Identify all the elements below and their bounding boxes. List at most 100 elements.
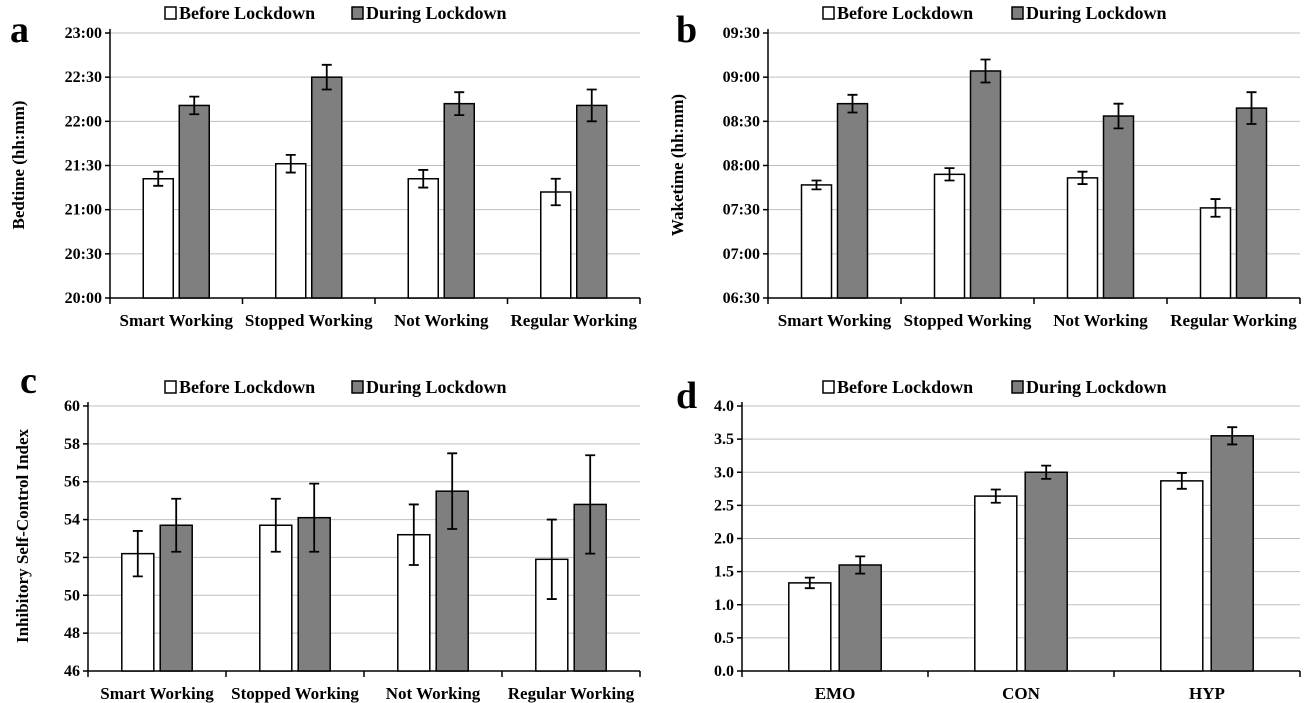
panel-label: d (676, 375, 697, 417)
error-bar (586, 88, 597, 123)
error-bar (1176, 472, 1187, 490)
legend-swatch-before (164, 6, 177, 20)
error-bar (1041, 464, 1052, 480)
legend-swatch-before (822, 6, 835, 20)
category-label: Regular Working (511, 311, 638, 330)
error-bar (944, 167, 955, 182)
category-label: EMO (815, 684, 856, 703)
during-bar (1102, 115, 1135, 299)
y-tick-label: 21:00 (65, 202, 102, 219)
y-tick-label: 54 (64, 512, 80, 529)
error-bar (1246, 91, 1257, 125)
before-bar (142, 178, 174, 299)
category-label: Stopped Working (245, 311, 373, 330)
error-bar (454, 91, 465, 117)
before-bar (1160, 480, 1204, 672)
legend-swatch-before (822, 380, 835, 394)
panel-b: 06:30 07:00 07:30 08:00 08:30 09:00 09:30 Smart… (668, 3, 1301, 330)
error-bar (153, 170, 164, 187)
error-bar (408, 503, 419, 566)
category-label: Regular Working (508, 684, 635, 703)
y-tick-label: 3.5 (714, 431, 734, 448)
y-tick-label: 21:30 (65, 158, 102, 175)
error-bar (1077, 170, 1088, 185)
during-bar (836, 102, 869, 299)
category-label: Smart Working (100, 684, 214, 703)
y-tick-label: 20:00 (65, 290, 102, 307)
error-bar (804, 576, 815, 590)
during-bar (838, 564, 882, 672)
y-tick-label: 22:30 (65, 69, 102, 86)
error-bar (585, 454, 596, 555)
error-bar (270, 497, 281, 553)
legend-before-label: Before Lockdown (837, 3, 973, 23)
before-bar (121, 552, 155, 672)
legend-during-label: During Lockdown (1026, 377, 1167, 397)
y-axis-label: Inhibitory Self-Control Index (13, 428, 32, 643)
before-bar (788, 582, 832, 672)
panel-label: a (10, 9, 29, 51)
legend-before-label: Before Lockdown (179, 3, 315, 23)
legend-before-label: Before Lockdown (179, 377, 315, 397)
legend-during-label: During Lockdown (366, 3, 507, 23)
y-axis-label: Waketime (hh:mm) (668, 94, 687, 236)
category-label: CON (1002, 684, 1041, 703)
legend-swatch-during (1011, 380, 1024, 394)
error-bar (990, 488, 1001, 504)
y-tick-label: 07:00 (723, 246, 760, 263)
y-tick-label: 1.0 (714, 597, 734, 614)
before-bar (407, 178, 439, 299)
error-bar (1210, 198, 1221, 218)
y-tick-label: 08:00 (723, 158, 760, 175)
y-tick-label: 46 (64, 663, 80, 680)
panel-label: b (676, 9, 697, 51)
legend-swatch-before (164, 380, 177, 394)
error-bar (418, 169, 429, 189)
y-tick-label: 2.0 (714, 531, 734, 548)
y-tick-label: 0.5 (714, 630, 734, 647)
error-bar (447, 452, 458, 530)
legend-swatch-during (1011, 6, 1024, 20)
y-tick-label: 0.0 (714, 663, 734, 680)
y-tick-label: 2.5 (714, 497, 734, 514)
error-bar (546, 518, 557, 600)
y-tick-label: 09:00 (723, 69, 760, 86)
error-bar (132, 530, 143, 578)
y-tick-label: 4.0 (714, 398, 734, 415)
during-bar (969, 70, 1002, 299)
y-tick-label: 06:30 (723, 290, 760, 307)
during-bar (576, 104, 608, 299)
before-bar (540, 191, 572, 299)
y-tick-label: 08:30 (723, 113, 760, 130)
category-label: Stopped Working (231, 684, 359, 703)
panel-label: c (20, 360, 37, 402)
y-tick-label: 1.5 (714, 564, 734, 581)
category-label: Not Working (394, 311, 489, 330)
before-bar (800, 184, 833, 299)
category-label: Regular Working (1170, 311, 1297, 330)
legend-swatch-during (351, 6, 364, 20)
y-tick-label: 23:00 (65, 25, 102, 42)
error-bar (1113, 102, 1124, 130)
category-label: Not Working (1053, 311, 1148, 330)
error-bar (550, 177, 561, 207)
y-tick-label: 3.0 (714, 464, 734, 481)
error-bar (285, 154, 296, 174)
legend-before-label: Before Lockdown (837, 377, 973, 397)
y-tick-label: 22:00 (65, 113, 102, 130)
error-bar (855, 555, 866, 575)
before-bar (933, 173, 966, 299)
category-label: Stopped Working (904, 311, 1032, 330)
y-tick-label: 20:30 (65, 246, 102, 263)
error-bar (847, 93, 858, 114)
error-bar (321, 63, 332, 91)
y-tick-label: 58 (64, 436, 80, 453)
y-tick-label: 48 (64, 625, 80, 642)
during-bar (1024, 471, 1068, 672)
before-bar (974, 495, 1018, 672)
during-bar (443, 102, 475, 299)
error-bar (189, 95, 200, 116)
y-tick-label: 07:30 (723, 202, 760, 219)
error-bar (811, 179, 822, 191)
